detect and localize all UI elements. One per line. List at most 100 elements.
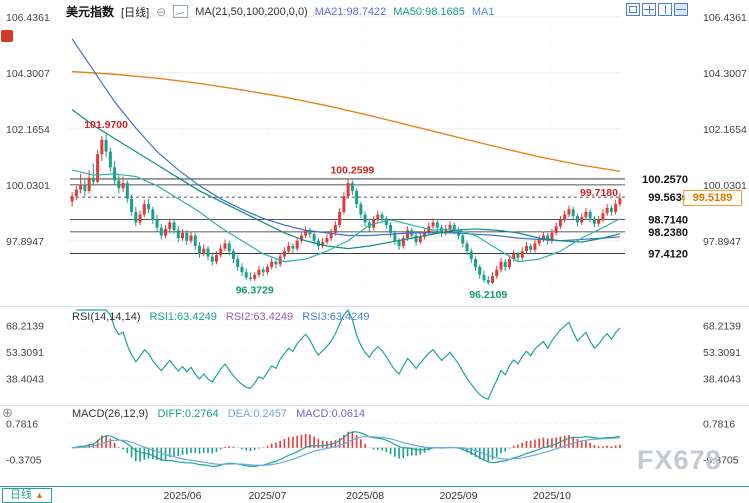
rsi3-value: RSI3:63.4249 — [302, 311, 370, 323]
chart-header: 美元指数 [日线] ⊖ MA(21,50,100,200,0,0) MA21:9… — [66, 3, 494, 20]
candle-body — [507, 259, 511, 267]
candle-body — [567, 209, 571, 215]
y-axis-label: 97.8947 — [703, 236, 741, 248]
candle-body — [87, 177, 91, 191]
candle-body — [597, 219, 601, 224]
candle-body — [291, 246, 295, 249]
candle-body — [338, 211, 342, 226]
candle-body — [558, 219, 562, 227]
candle-body — [524, 246, 528, 252]
single-chart-layout-button[interactable] — [626, 3, 640, 16]
candle-body — [321, 242, 325, 246]
candle-body — [96, 154, 100, 182]
candle-body — [512, 253, 516, 260]
candle-body — [380, 214, 384, 219]
candle-body — [363, 214, 367, 223]
vertical-split-layout-button[interactable] — [658, 3, 672, 16]
site-logo-icon — [1, 30, 13, 42]
candle-body — [130, 198, 134, 212]
candle-body — [79, 184, 83, 190]
timeframe-tab[interactable]: 日线 ▲ — [2, 488, 52, 503]
candle-body — [465, 243, 469, 252]
price-annotation: 96.3729 — [236, 285, 274, 297]
candle-body — [172, 222, 176, 231]
y-axis-label: -0.3705 — [6, 454, 42, 466]
candle-body — [308, 230, 312, 235]
level-price-label: 98.7140 — [648, 214, 688, 226]
candle-body — [121, 183, 125, 189]
candle-body — [401, 238, 405, 246]
candle-body — [168, 222, 172, 229]
candle-body — [91, 177, 95, 182]
candle-body — [164, 228, 168, 236]
candle-body — [537, 239, 541, 244]
candle-body — [389, 225, 393, 233]
ma21-line — [71, 169, 621, 263]
y-axis-label: 102.1654 — [6, 124, 50, 136]
ma100-line — [71, 38, 620, 242]
ma-settings-icon[interactable] — [173, 5, 189, 18]
candle-body — [575, 215, 579, 223]
candle-body — [384, 218, 388, 226]
candle-body — [495, 269, 499, 277]
candle-body — [248, 277, 252, 279]
candle-body — [474, 259, 478, 267]
candle-body — [70, 196, 74, 202]
single-chart-layout-icon — [629, 6, 637, 13]
rsi-layer — [76, 308, 621, 400]
candle-body — [376, 214, 380, 220]
annotations-layer: 101.9700 100.2599 99.7180 96.3729 96.2109 — [84, 119, 618, 301]
y-axis-label: 100.0301 — [6, 180, 50, 192]
candle-body — [261, 269, 265, 273]
candle-body — [516, 253, 520, 258]
y-axis-label: 38.4043 — [6, 373, 44, 385]
y-axis-label: 53.3091 — [6, 347, 44, 359]
candle-body — [287, 246, 291, 252]
y-axis-label: 102.1654 — [703, 124, 747, 136]
candle-body — [588, 211, 592, 219]
y-axis-label: 0.7816 — [6, 418, 38, 430]
time-axis-bar: 日线 ▲ 2025/06 2025/07 2025/08 2025/09 2025/10 — [0, 486, 749, 503]
candle-body — [274, 261, 278, 265]
drawing-tool-icon[interactable]: ⊕ — [2, 405, 13, 420]
candle-body — [159, 227, 163, 236]
axis-labels-layer: 106.4361 106.4361 104.3007 104.3007 102.1654… — [6, 12, 747, 466]
macd-diff-line — [72, 431, 620, 468]
macd-dea-value: DEA:0.2457 — [227, 408, 288, 420]
macd-value: MACD:0.0614 — [296, 408, 366, 420]
candle-body — [618, 198, 622, 205]
ma50-value: MA50:98.1685 — [393, 5, 465, 18]
candle-body — [253, 274, 257, 279]
timeframe-expand-icon: ▲ — [35, 490, 44, 500]
candle-body — [176, 230, 180, 239]
grid-layout-button[interactable] — [642, 3, 656, 16]
candle-body — [533, 243, 537, 250]
y-axis-label: 68.2139 — [703, 321, 741, 333]
candle-body — [355, 190, 359, 205]
candle-body — [605, 207, 609, 214]
ma50-line — [71, 109, 621, 250]
candle-body — [614, 204, 618, 212]
candle-body — [155, 219, 159, 228]
y-axis-label: 0.7816 — [703, 418, 735, 430]
collapse-icon[interactable]: ⊖ — [156, 4, 167, 19]
symbol-title: 美元指数 — [66, 5, 115, 19]
level-price-label: 98.2380 — [648, 227, 688, 239]
candle-body — [448, 225, 452, 229]
ma-settings-label: MA(21,50,100,200,0,0) — [195, 5, 308, 18]
horizontal-split-layout-button[interactable] — [674, 3, 688, 16]
candle-body — [125, 183, 129, 199]
candle-body — [295, 240, 299, 249]
candle-body — [214, 255, 218, 262]
candle-body — [329, 232, 333, 239]
horizontal-split-layout-icon — [676, 9, 686, 10]
x-axis-label: 2025/07 — [248, 490, 287, 502]
candle-body — [490, 276, 494, 283]
candle-body — [418, 236, 422, 243]
candle-body — [444, 228, 448, 233]
macd-title: MACD(26,12,9) — [72, 408, 149, 420]
candle-body — [609, 207, 613, 212]
candle-body — [185, 232, 189, 241]
candle-body — [147, 204, 151, 210]
